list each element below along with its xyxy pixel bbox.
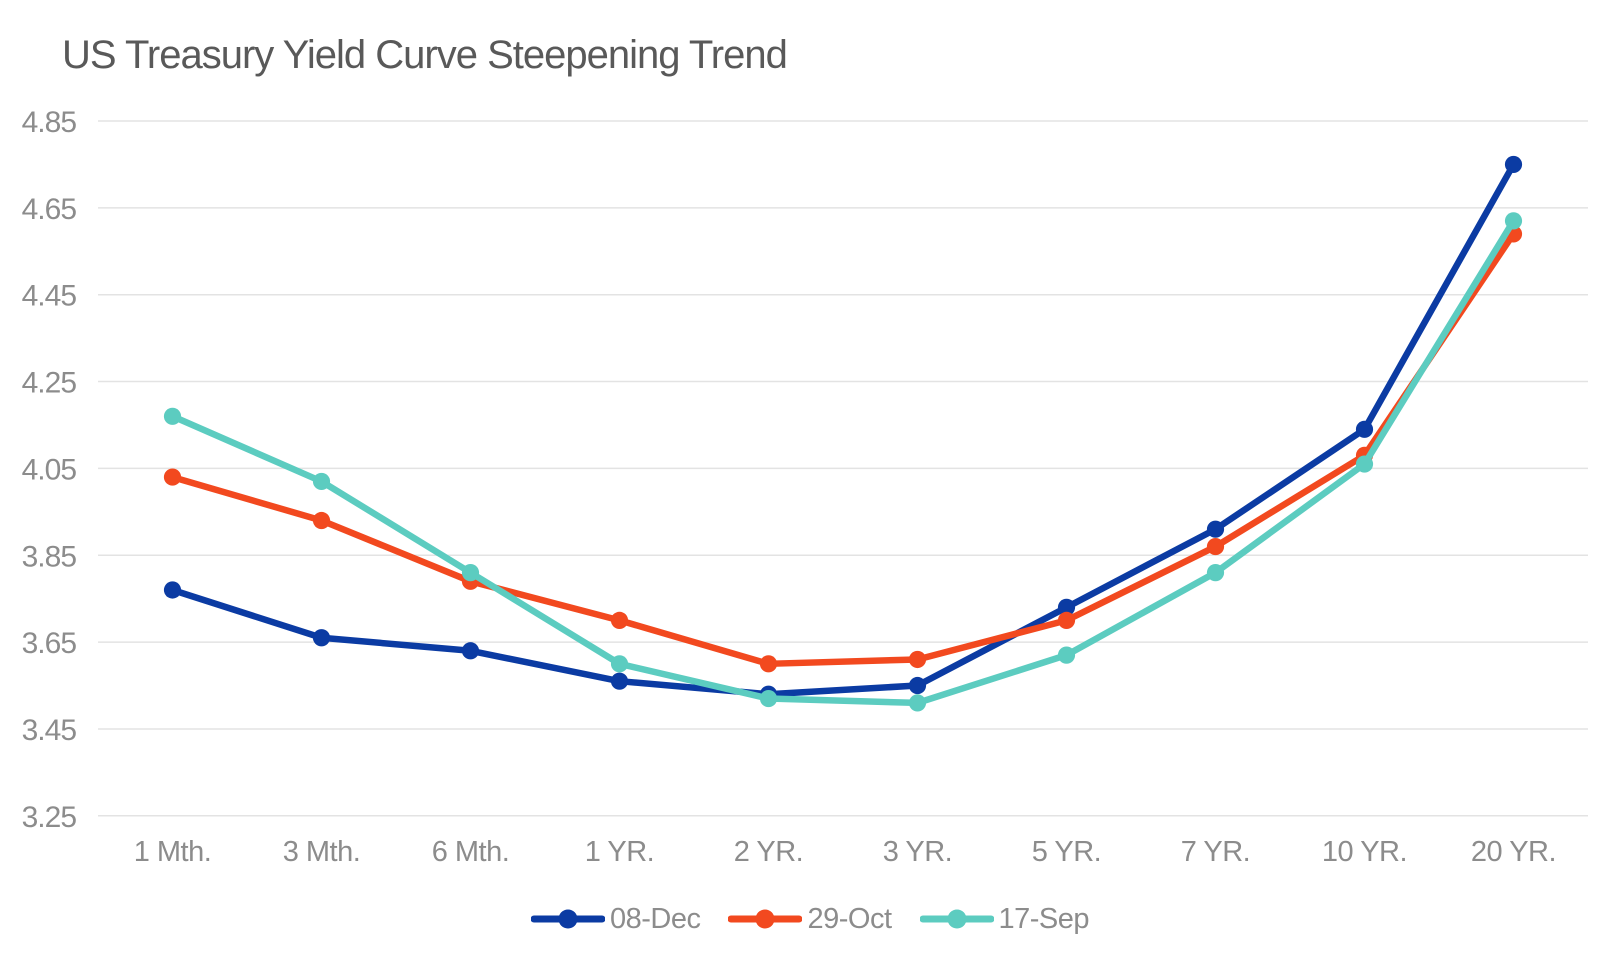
- legend-label: 08-Dec: [609, 902, 701, 935]
- x-axis-category-label: 3 YR.: [883, 836, 953, 868]
- legend-item-17-sep: 17-Sep: [919, 902, 1090, 936]
- y-axis-tick-label: 3.45: [22, 714, 77, 747]
- legend-label: 17-Sep: [998, 902, 1090, 935]
- y-axis-tick-label: 3.25: [22, 801, 77, 834]
- chart-legend: 08-Dec 29-Oct 17-Sep: [0, 896, 1620, 942]
- y-axis-tick-label: 4.65: [22, 193, 77, 226]
- data-point-marker: [1057, 646, 1076, 664]
- data-point-marker: [1057, 611, 1076, 629]
- data-point-marker: [1057, 598, 1076, 616]
- x-axis-category-label: 20 YR.: [1471, 836, 1556, 868]
- legend-dot: [558, 909, 578, 929]
- x-axis-category-label: 2 YR.: [734, 836, 804, 868]
- data-point-marker: [312, 629, 331, 647]
- legend-label: 29-Oct: [807, 902, 892, 935]
- x-axis-category-label: 1 YR.: [585, 836, 655, 868]
- data-point-marker: [1504, 155, 1523, 174]
- data-point-marker: [461, 564, 480, 582]
- data-point-marker: [1206, 537, 1225, 556]
- y-axis-tick-label: 4.45: [22, 280, 77, 313]
- data-point-marker: [908, 650, 927, 669]
- data-point-marker: [610, 655, 629, 673]
- data-point-marker: [163, 407, 182, 425]
- x-axis-category-label: 3 Mth.: [283, 836, 361, 868]
- data-point-marker: [163, 581, 182, 599]
- series-line-17-sep: [169, 217, 1517, 707]
- data-point-marker: [908, 694, 927, 712]
- legend-line-marker-icon: [919, 909, 994, 929]
- data-point-marker: [461, 642, 480, 660]
- chart-title: US Treasury Yield Curve Steepening Trend: [62, 33, 788, 77]
- data-point-marker: [1206, 520, 1225, 538]
- y-axis-tick-label: 4.25: [22, 367, 77, 400]
- series-29-oct: [163, 225, 1523, 673]
- legend-dot: [755, 909, 775, 929]
- y-axis-tick-label: 4.85: [22, 106, 77, 139]
- y-axis-tick-label: 3.85: [22, 540, 77, 573]
- data-point-marker: [1355, 420, 1374, 438]
- data-point-marker: [759, 689, 778, 708]
- data-point-marker: [908, 676, 927, 695]
- x-axis-category-label: 10 YR.: [1322, 836, 1407, 868]
- data-point-marker: [312, 472, 331, 491]
- x-axis-category-label: 1 Mth.: [134, 836, 212, 868]
- data-point-marker: [759, 655, 778, 673]
- series-line-08-dec: [169, 161, 1517, 698]
- x-axis-category-label: 5 YR.: [1032, 836, 1102, 868]
- legend-line-marker-icon: [530, 909, 605, 929]
- data-point-marker: [1206, 564, 1225, 582]
- data-point-marker: [1355, 455, 1374, 473]
- x-axis-category-label: 7 YR.: [1181, 836, 1251, 868]
- legend-line-marker-icon: [728, 909, 803, 929]
- legend-item-29-oct: 29-Oct: [728, 902, 892, 936]
- legend-dot: [947, 909, 966, 929]
- series-17-sep: [163, 212, 1523, 712]
- series-line-29-oct: [169, 230, 1517, 668]
- data-point-marker: [163, 468, 182, 486]
- data-point-marker: [610, 611, 629, 629]
- legend-item-08-dec: 08-Dec: [530, 902, 701, 936]
- data-point-marker: [312, 511, 331, 530]
- x-axis-category-label: 6 Mth.: [432, 836, 510, 868]
- y-axis-tick-label: 4.05: [22, 453, 77, 486]
- series-08-dec: [163, 155, 1523, 703]
- data-point-marker: [1504, 212, 1523, 230]
- y-axis-tick-label: 3.65: [22, 627, 77, 660]
- data-point-marker: [610, 672, 629, 690]
